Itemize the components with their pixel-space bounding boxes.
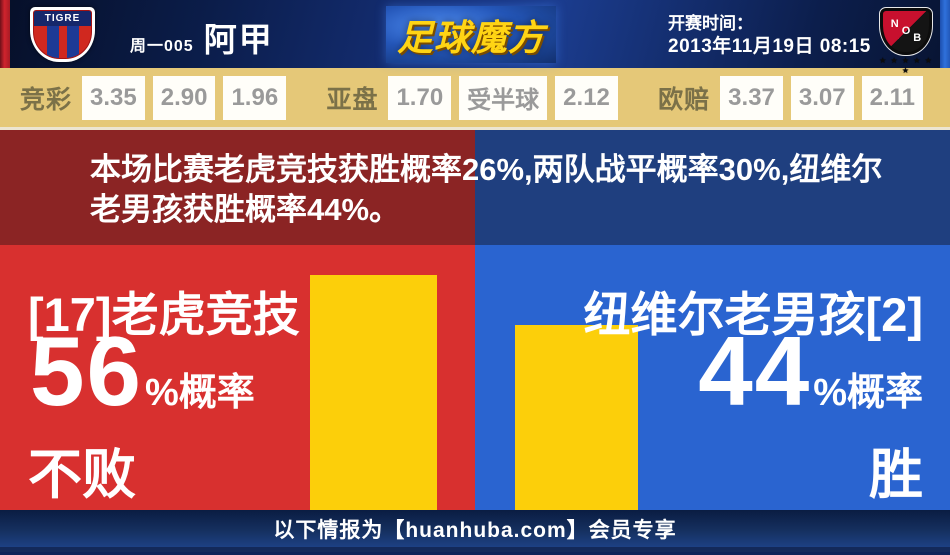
odds-bar: 竞彩 3.35 2.90 1.96 亚盘 1.70 受半球 2.12 欧赔 3.…: [0, 68, 950, 130]
away-outcome: 胜: [869, 445, 923, 505]
away-badge-letter: N: [890, 18, 899, 30]
kickoff-label: 开赛时间：: [668, 14, 753, 33]
odds-group-jingcai: 竞彩 3.35 2.90 1.96: [20, 75, 287, 120]
home-probability-bar: [310, 275, 437, 510]
away-probability-bar: [515, 325, 638, 510]
home-badge-stripe: [47, 26, 59, 58]
home-percent-value: 56: [30, 316, 144, 426]
away-edge-stripe: [940, 0, 950, 68]
kickoff-info: 开赛时间： 2013年11月19日 08:15: [668, 12, 871, 59]
home-badge-stripe: [67, 26, 79, 58]
handicap-value: 受半球: [459, 75, 548, 120]
home-team-badge-label: TIGRE: [34, 11, 91, 26]
header: TIGRE 周一005 阿甲 足球魔方 开赛时间： 2013年11月19日 08…: [0, 0, 950, 75]
away-badge-letter: O: [901, 25, 911, 37]
site-logo: 足球魔方: [386, 6, 556, 63]
home-team-badge-shield: TIGRE: [33, 10, 92, 59]
probability-summary: 本场比赛老虎竞技获胜概率26%,两队战平概率30%,纽维尔老男孩获胜概率44%。: [90, 152, 883, 227]
odds-group-yapan: 亚盘 1.70 受半球 2.12: [326, 75, 618, 120]
home-percent-suffix: %概率: [145, 372, 255, 414]
odds-value: 2.90: [152, 75, 216, 120]
league-name: 阿甲: [203, 21, 274, 58]
match-number: 周一005: [130, 38, 194, 55]
prediction-panel: 本场比赛老虎竞技获胜概率26%,两队战平概率30%,纽维尔老男孩获胜概率44%。…: [0, 130, 950, 510]
away-percent-row: 44 %概率: [698, 322, 923, 420]
home-percent-row: 56 %概率: [30, 322, 255, 420]
away-team-badge-shield: N O B: [879, 7, 933, 56]
odds-label-oupei: 欧赔: [658, 85, 711, 114]
summary-band-home: [0, 130, 475, 245]
home-outcome: 不败: [28, 445, 136, 505]
away-team-badge-icon: N O B ★ ★ ★ ★ ★ ★: [877, 7, 935, 75]
away-team-name: 纽维尔老男孩[2]: [583, 288, 923, 341]
away-percent-value: 44: [698, 316, 812, 426]
kickoff-datetime: 2013年11月19日 08:15: [668, 36, 871, 57]
footer-text: 以下情报为【huanhuba.com】会员专享: [273, 518, 677, 542]
odds-value: 3.37: [720, 75, 783, 120]
match-info: 周一005 阿甲: [130, 13, 274, 61]
odds-value: 1.96: [223, 75, 287, 120]
summary-band-away: [475, 130, 950, 245]
home-edge-stripe: [0, 0, 10, 68]
odds-value: 1.70: [388, 75, 452, 120]
home-team-badge-icon: TIGRE: [30, 7, 95, 62]
odds-value: 2.11: [861, 75, 923, 120]
odds-value: 3.35: [82, 75, 145, 120]
odds-label-yapan: 亚盘: [326, 85, 379, 114]
odds-value: 2.12: [555, 75, 618, 120]
away-badge-letter: B: [913, 32, 922, 44]
away-badge-stars: ★ ★ ★ ★ ★ ★: [879, 56, 933, 75]
away-percent-suffix: %概率: [813, 372, 923, 414]
home-team-name: [17]老虎竞技: [28, 288, 300, 341]
odds-label-jingcai: 竞彩: [20, 85, 73, 114]
footer: 以下情报为【huanhuba.com】会员专享: [0, 510, 950, 552]
site-logo-text: 足球魔方: [396, 16, 545, 58]
odds-value: 3.07: [790, 75, 854, 120]
odds-group-oupei: 欧赔 3.37 3.07 2.11: [658, 75, 923, 120]
